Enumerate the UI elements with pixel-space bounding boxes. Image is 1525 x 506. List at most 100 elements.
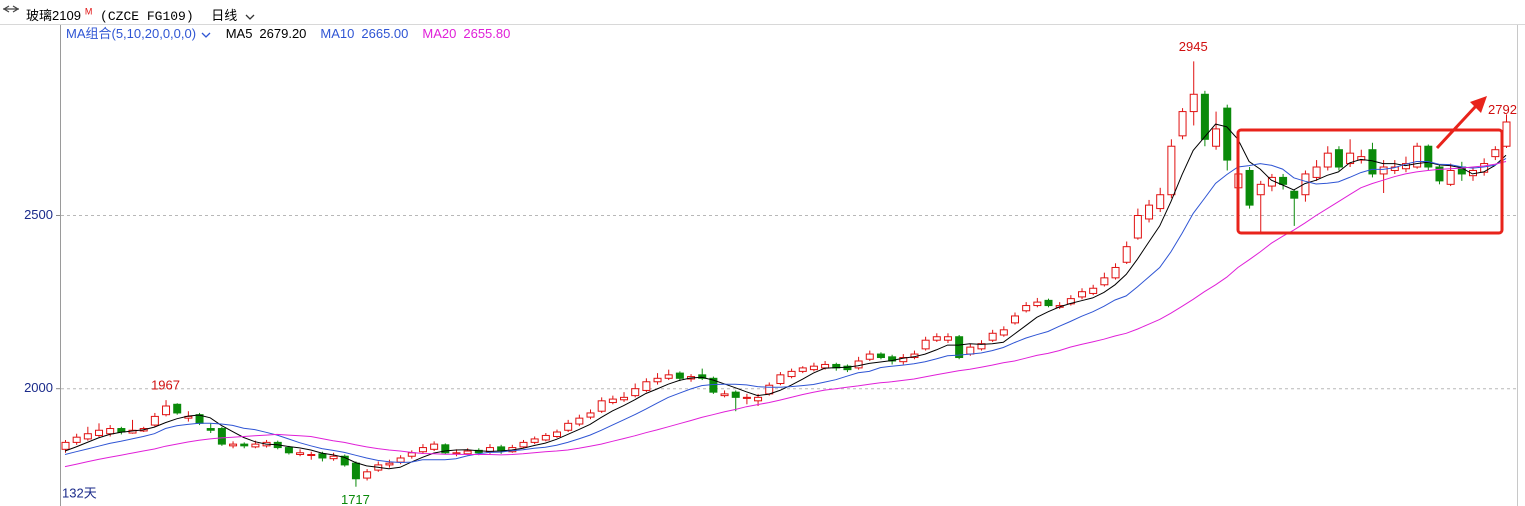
candle-body (61, 441, 70, 450)
chevron (201, 32, 211, 38)
legend-value: 2655.80 (463, 26, 511, 41)
indicator-select[interactable]: MA组合(5,10,20,0,0,0) (66, 26, 211, 41)
candle-body (1491, 149, 1500, 158)
candle-body (999, 329, 1008, 336)
y-tick-label: 2000 (24, 380, 53, 395)
y-tick-label: 2500 (24, 207, 53, 222)
legend-name: MA10 (320, 26, 355, 41)
candle-body (1256, 183, 1265, 196)
candle-body (1357, 156, 1366, 161)
candle-body (1435, 166, 1444, 182)
candle-body (1301, 173, 1310, 196)
candle-body (1413, 145, 1422, 168)
candle-body (1334, 149, 1343, 168)
candle-body (83, 433, 92, 440)
candle-body (865, 353, 874, 360)
candle-body (821, 363, 830, 369)
candle-body (631, 388, 640, 397)
period: 日线 (211, 8, 238, 24)
candle-body (1223, 107, 1232, 161)
candle-body (586, 412, 595, 418)
candle-body (1390, 166, 1399, 171)
candle-body (988, 332, 997, 341)
candle-body (1401, 163, 1410, 170)
candle-body (1480, 163, 1489, 173)
candle-body (1189, 93, 1198, 113)
candle-body (854, 360, 863, 369)
candle-body (798, 367, 807, 372)
legend-value: 2679.20 (259, 26, 307, 41)
candle-body (106, 428, 115, 435)
candle-body (329, 455, 338, 460)
highlight-box (1236, 128, 1504, 235)
title-mark: M (84, 7, 93, 17)
candle-body (653, 377, 662, 383)
candle-body (876, 353, 885, 359)
candle-body (921, 339, 930, 350)
candle-body (1200, 93, 1209, 140)
ma-line (64, 123, 1507, 470)
candle-body (932, 336, 941, 341)
candle-body (977, 343, 986, 350)
ma-line (64, 161, 1507, 468)
candle-body (251, 443, 260, 448)
candle-body (1111, 266, 1120, 279)
candle-body (418, 447, 427, 453)
candle-body (1290, 190, 1299, 199)
candle-body (351, 462, 360, 480)
candle-body (1022, 305, 1031, 312)
candle-body (229, 443, 238, 447)
high-annotation: 1967 (151, 378, 180, 393)
candle-body (363, 471, 372, 479)
candle-body (296, 452, 305, 456)
candle-body (307, 454, 316, 457)
candle-body (1156, 194, 1165, 210)
high-annotation: 2945 (1179, 39, 1208, 54)
candle-body (642, 381, 651, 391)
candle-body (720, 393, 729, 397)
candle-body (150, 415, 159, 426)
candle-body (95, 429, 104, 436)
link-icon[interactable] (3, 5, 19, 13)
period-select[interactable]: 日线 (211, 8, 255, 23)
candle-body (1044, 299, 1053, 307)
candle-body (731, 391, 740, 398)
candle-body (1100, 277, 1109, 286)
candle-body (240, 443, 249, 447)
candle-body (1133, 215, 1142, 239)
symbol: (CZCE FG109) (100, 9, 194, 25)
candle-body (463, 450, 472, 455)
candle-body (385, 462, 394, 466)
candle-body (1279, 176, 1288, 185)
candle-body (519, 441, 528, 448)
legend-entry: MA20 2655.80 (422, 26, 513, 41)
indicator-bar: MA组合(5,10,20,0,0,0) MA5 2679.20 MA10 2665.0… (66, 25, 519, 43)
candle-body (1323, 152, 1332, 168)
candle-body (206, 428, 215, 431)
candle-body (955, 336, 964, 359)
candle-body (742, 396, 751, 399)
candle-body (217, 428, 226, 445)
candle-body (396, 457, 405, 463)
candle-body (809, 365, 818, 371)
candle-body (340, 455, 349, 466)
candle-body (966, 346, 975, 355)
candle-body (1178, 111, 1187, 137)
title: 玻璃2109 M (26, 7, 93, 23)
candle-body (441, 444, 450, 454)
candle-body (173, 403, 182, 414)
candle-body (899, 357, 908, 363)
candle-body (1033, 301, 1042, 307)
candle-body (843, 365, 852, 371)
low-annotation: 1717 (341, 492, 370, 506)
candle-body (776, 374, 785, 384)
candle-body (530, 438, 539, 443)
header: 玻璃2109 M (CZCE FG109) 日线 (0, 0, 1525, 24)
legend-name: MA5 (225, 26, 253, 41)
candle-body (664, 374, 673, 379)
candle-body (1212, 128, 1221, 147)
legend-name: MA20 (422, 26, 457, 41)
candle-body (1089, 287, 1098, 294)
candle-body (72, 436, 81, 443)
